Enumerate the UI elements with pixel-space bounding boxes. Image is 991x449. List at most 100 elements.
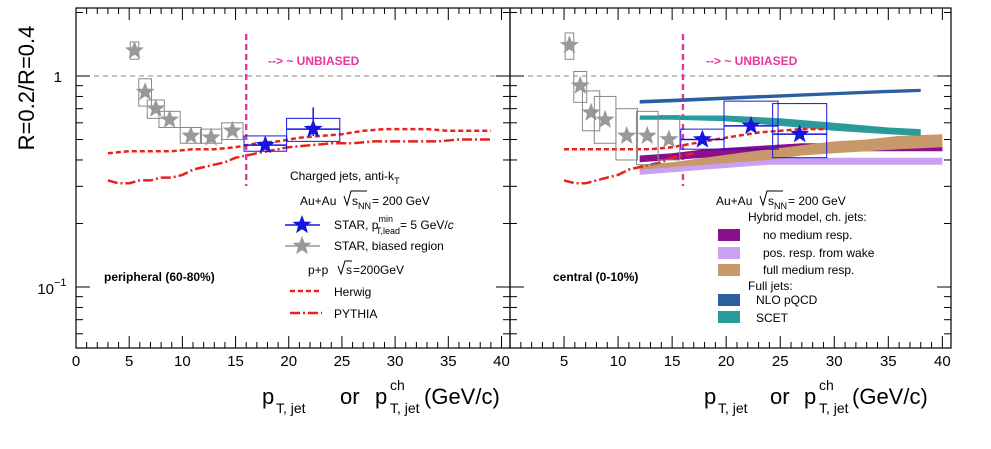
data-point-star-biased [146,98,166,117]
svg-text:p: p [262,384,274,409]
line-herwig [107,127,491,155]
sys-box [138,78,153,107]
sys-box [772,103,828,159]
svg-text:= 200 GeV: = 200 GeV [372,194,430,208]
svg-text:sNN: sNN [768,194,787,211]
x-tick-label: 30 [826,353,843,370]
data-point-star-biased [559,35,579,54]
sys-box [615,108,639,161]
svg-text:= 200 GeV: = 200 GeV [788,194,846,208]
y-tick-label-0.1: 10 −1 [37,277,66,298]
svg-text:T, jet: T, jet [276,400,306,416]
legend-header-charged-jets: Charged jets, anti-kT [290,169,400,186]
svg-text:Au+Au: Au+Au [716,194,752,208]
panel-peripheral: 0 5 10 15 20 25 30 35 40 [72,8,510,370]
svg-text:pos. resp. from wake: pos. resp. from wake [763,246,875,260]
legend-entry-no-medium: no medium resp. [718,228,852,242]
data-point-star [790,124,810,143]
unbiased-label-peripheral: --> ~ UNBIASED [268,54,360,68]
svg-text:−1: −1 [54,277,67,289]
svg-text:T, jet: T, jet [819,400,849,416]
line-pythia [107,138,491,185]
data-point-star-biased [617,125,637,144]
sys-box [581,90,601,132]
x-tick-label: 20 [280,353,297,370]
legend-central: Au+Au sNN = 200 GeV Hybrid model, ch. je… [716,190,875,325]
svg-text:PYTHIA: PYTHIA [334,307,377,321]
legend-peripheral: Charged jets, anti-kT Au+Au sNN = 200 Ge… [285,169,454,321]
x-axis-label-peripheral: p T, jet or p ch T, jet (GeV/c) [262,377,500,416]
data-point-star-biased [160,109,180,128]
svg-text:=200GeV: =200GeV [353,263,404,277]
svg-text:p: p [704,384,716,409]
svg-text:Herwig: Herwig [334,285,371,299]
data-point-star-biased [201,127,221,146]
x-tick-label: 30 [387,353,404,370]
x-tick-label: 10 [610,353,627,370]
sys-box [657,114,681,161]
x-tick-label: 35 [440,353,457,370]
data-point-star [741,115,761,134]
x-tick-label: 0 [72,353,80,370]
legend-entry-herwig: Herwig [290,285,371,299]
x-tick-label: 25 [334,353,351,370]
x-tick-label: 40 [934,353,951,370]
data-point-star [303,119,323,138]
svg-text:(GeV/c): (GeV/c) [852,384,928,409]
svg-text:sNN: sNN [352,194,371,211]
svg-text:T, jet: T, jet [718,400,748,416]
centrality-label-central: central (0-10%) [553,270,638,284]
x-tick-label: 5 [125,353,133,370]
legend-entry-pythia: PYTHIA [290,307,377,321]
svg-text:NLO pQCD: NLO pQCD [756,293,818,307]
data-point-star [692,129,712,148]
svg-text:SCET: SCET [756,311,789,325]
svg-text:p: p [375,384,387,409]
legend-pp-energy: p+p s =200GeV [308,260,404,277]
line-pythia [563,152,695,185]
data-point-star-biased [135,82,155,101]
unbiased-label-central: --> ~ UNBIASED [706,54,798,68]
band-scet [639,115,921,136]
svg-text:(GeV/c): (GeV/c) [424,384,500,409]
svg-text:STAR, biased region: STAR, biased region [334,239,444,253]
x-tick-label: 20 [718,353,735,370]
svg-text:no medium resp.: no medium resp. [763,228,852,242]
svg-text:s: s [346,263,352,277]
svg-text:ch: ch [819,377,834,393]
legend-entry-nlo: NLO pQCD [718,293,818,307]
x-tick-label: 15 [664,353,681,370]
legend-entry-scet: SCET [718,311,789,325]
data-point-star-biased [637,125,657,144]
svg-text:p+p: p+p [308,263,329,277]
legend-auau-energy-central: Au+Au sNN = 200 GeV [716,190,846,211]
legend-auau-energy: Au+Au sNN = 200 GeV [300,190,430,211]
x-axis-label-central: p T, jet or p ch T, jet (GeV/c) [704,377,928,416]
data-point-star-biased [125,40,144,59]
legend-entry-full-medium: full medium resp. [718,263,854,277]
data-point-star-biased [595,109,615,128]
x-tick-label: 40 [493,353,510,370]
legend-entry-star-biased: STAR, biased region [285,236,444,255]
data-point-star [255,135,275,154]
sys-box [573,71,588,103]
svg-text:or: or [770,384,790,409]
data-point-star-biased [570,75,590,94]
band-full-medium-resp- [639,134,943,170]
legend-entry-star: STAR, pmin T,lead= 5 GeV/c [285,214,454,236]
y-tick-label-1: 1 [54,69,62,86]
x-tick-label: 25 [772,353,789,370]
data-point-star-biased [659,129,679,148]
svg-text:T, jet: T, jet [390,400,420,416]
legend-entry-pos-resp: pos. resp. from wake [718,246,875,260]
x-tick-label: 5 [560,353,568,370]
svg-text:p: p [804,384,816,409]
svg-text:10: 10 [37,281,54,298]
legend-hybrid-header: Hybrid model, ch. jets: [748,210,867,224]
data-point-star-biased [222,120,242,139]
data-point-star-biased [181,125,201,144]
svg-text:ch: ch [390,377,405,393]
svg-text:or: or [340,384,360,409]
